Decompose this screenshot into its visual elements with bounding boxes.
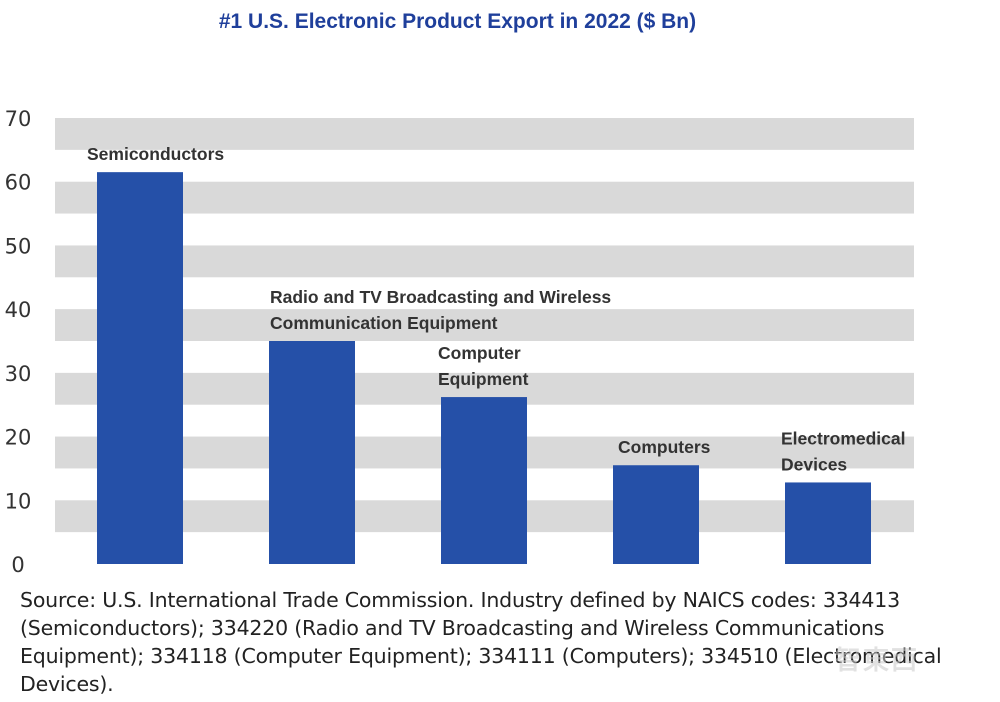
grid-band [55,181,914,214]
chart-title: #1 U.S. Electronic Product Export in 202… [218,10,697,33]
category-label: Equipment [438,369,529,389]
y-tick-label: 40 [5,298,32,322]
watermark-logo: 智東西 [835,645,920,675]
y-axis-ticks: 0 10 20 30 40 50 60 70 [5,107,32,577]
grid-band [55,309,914,341]
category-label: Communication Equipment [270,313,498,333]
bar [97,172,183,564]
bar [269,341,355,564]
grid-band [55,245,914,278]
category-label: Computers [618,437,711,457]
y-tick-label: 60 [5,171,32,195]
y-tick-label: 20 [5,426,32,450]
bar [441,397,527,564]
y-tick-label: 70 [5,107,32,131]
category-label: Devices [781,454,847,474]
y-tick-label: 0 [11,553,24,577]
grid-band [55,118,914,150]
bar-labels: Semiconductors Radio and TV Broadcasting … [87,144,906,474]
bar [785,482,871,564]
bar [613,465,699,564]
source-note: Source: U.S. International Trade Commiss… [20,588,942,696]
y-tick-label: 50 [5,234,32,258]
y-tick-label: 30 [5,362,32,386]
y-tick-label: 10 [5,489,32,513]
bars [97,172,871,564]
category-label: Computer [438,343,521,363]
category-label: Electromedical [781,428,906,448]
category-label: Radio and TV Broadcasting and Wireless [270,287,611,307]
category-label: Semiconductors [87,144,224,164]
grid-bands [55,118,914,533]
